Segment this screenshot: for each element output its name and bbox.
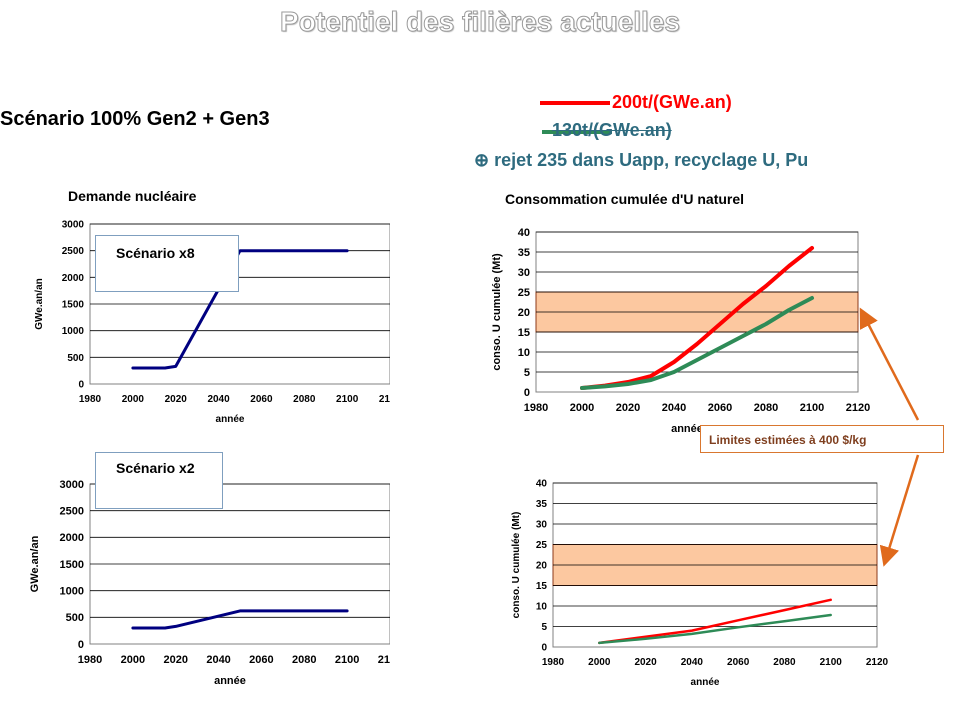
y-tick-label: 35 [536,499,548,510]
x-tick-label: 2000 [570,402,594,414]
x-tick-label: 2100 [820,657,843,668]
y-tick-label: 30 [536,520,548,531]
y-axis-label: conso. U cumulée (Mt) [491,253,503,371]
scenario-x8-label: Scénario x8 [116,245,195,261]
series-line-1 [131,609,349,630]
x-tick-label: 2100 [336,394,359,405]
legend-swatch-200 [540,101,610,105]
x-tick-label: 2120 [379,394,390,405]
chart-demand-x2: 0 500 1000 1500 2000 2500 3000 1980 2000 2020 2040… [29,479,390,687]
y-tick-label: 20 [518,307,530,319]
x-tick-label: 2000 [122,394,145,405]
y-tick-label: 25 [536,540,548,551]
x-tick-label: 2080 [293,394,316,405]
y-tick-label: 2500 [62,246,85,257]
y-tick-label: 1000 [62,326,85,337]
y-axis-label: GWe.an/an [29,535,41,592]
y-tick-label: 40 [536,479,548,490]
x-axis-label: année [671,423,703,435]
y-axis-label: GWe.an/an [34,278,45,330]
chart-consumption-x8: 0 5 10 15 20 25 30 35 40 1980 2000 2020 2040 2060 2080… [491,227,870,435]
y-tick-label: 10 [536,602,548,613]
x-tick-label: 2020 [634,657,657,668]
y-tick-label: 500 [67,353,84,364]
x-tick-label: 2120 [846,402,870,414]
series-line-2 [598,613,832,645]
scenario-x8-box: Scénario x8 [95,235,239,292]
legend: 200t/(GWe.an) 130t/(GWe.an) ⊕ rejet 235 … [470,90,870,180]
y-axis-label: conso. U cumulée (Mt) [511,512,522,619]
x-tick-label: 1980 [78,654,102,666]
y-tick-label: 40 [518,227,530,239]
arrow-to-top-band [859,307,920,421]
x-tick-label: 2020 [163,654,187,666]
x-tick-label: 2100 [335,654,359,666]
x-tick-label: 1980 [79,394,102,405]
y-tick-label: 10 [518,347,530,359]
x-tick-label: 1980 [524,402,548,414]
y-tick-label: 35 [518,247,530,259]
y-tick-label: 0 [541,643,547,654]
y-tick-label: 500 [66,612,84,624]
y-tick-label: 0 [78,639,84,651]
y-tick-label: 2000 [62,273,85,284]
x-tick-label: 2000 [588,657,611,668]
x-axis-label: année [214,675,246,687]
x-tick-label: 2000 [121,654,145,666]
y-tick-label: 20 [536,561,548,572]
y-tick-label: 30 [518,267,530,279]
x-tick-label: 2120 [866,657,889,668]
x-tick-label: 2040 [681,657,704,668]
x-tick-label: 2100 [800,402,824,414]
chart-consumption-x2: 0 5 10 15 20 25 30 35 40 1980 2000 2020 2040 2060 2080… [511,479,889,689]
y-tick-label: 15 [536,581,548,592]
y-tick-label: 25 [518,287,530,299]
x-tick-label: 2060 [727,657,750,668]
y-tick-label: 2500 [60,506,84,518]
y-tick-label: 5 [541,622,547,633]
y-tick-label: 1000 [60,586,84,598]
arrow-to-bottom-band [879,454,920,567]
scenario-heading: Scénario 100% Gen2 + Gen3 [0,108,270,130]
x-tick-label: 2040 [206,654,230,666]
legend-label-200: 200t/(GWe.an) [612,92,732,112]
x-tick-label: 2020 [616,402,640,414]
x-axis-label: année [691,677,720,688]
x-tick-label: 2080 [292,654,316,666]
x-tick-label: 2040 [207,394,230,405]
scenario-x2-label: Scénario x2 [116,460,195,476]
y-tick-label: 2000 [60,532,84,544]
x-tick-label: 2060 [708,402,732,414]
y-tick-label: 1500 [62,300,85,311]
chart-title-demand: Demande nucléaire [68,188,197,204]
y-tick-label: 5 [524,367,530,379]
y-tick-label: 1500 [60,559,84,571]
limits-box: Limites estimées à 400 $/kg [700,425,944,453]
series-line-1 [598,598,832,645]
legend-note: ⊕ rejet 235 dans Uapp, recyclage U, Pu [474,150,809,170]
x-tick-label: 2080 [773,657,796,668]
legend-swatch-130 [542,130,612,134]
x-tick-label: 2020 [165,394,188,405]
y-tick-label: 0 [78,380,84,391]
scenario-x2-box: Scénario x2 [95,452,223,509]
y-tick-label: 15 [518,327,530,339]
legend-label-130: 130t/(GWe.an) [552,120,672,140]
chart-title-consumption: Consommation cumulée d'U naturel [505,191,745,207]
x-axis-label: année [216,414,245,425]
x-tick-label: 2060 [250,394,273,405]
y-tick-label: 3000 [62,220,85,231]
slide-title: Potentiel des filières actuelles [280,6,681,38]
series-line-2 [580,296,814,390]
x-tick-label: 2060 [249,654,273,666]
y-tick-label: 3000 [60,479,84,491]
x-tick-label: 2080 [754,402,778,414]
x-tick-label: 2120 [378,654,390,666]
y-tick-label: 0 [524,387,530,399]
series-line-1 [131,249,349,370]
x-tick-label: 2040 [662,402,686,414]
x-tick-label: 1980 [542,657,565,668]
